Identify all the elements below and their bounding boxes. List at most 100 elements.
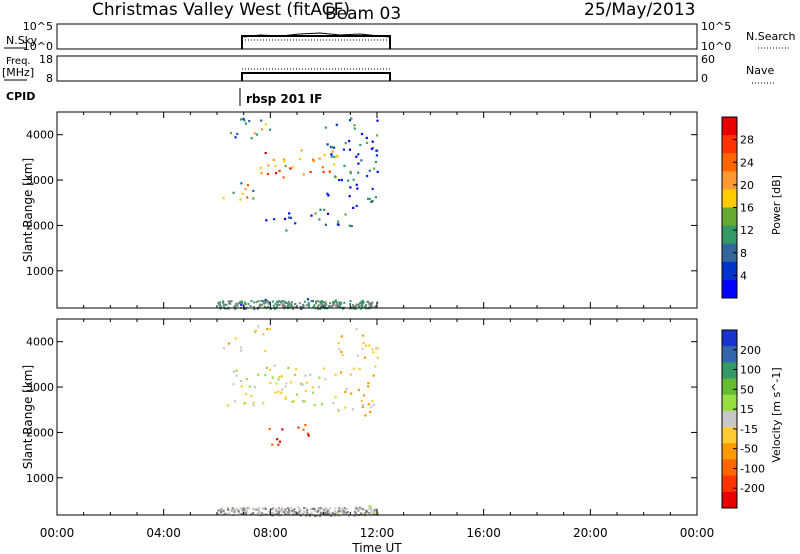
data-cell xyxy=(334,373,337,377)
data-cell xyxy=(269,128,272,131)
data-cell xyxy=(321,304,324,307)
data-cell xyxy=(254,330,257,334)
data-cell xyxy=(222,301,224,304)
data-cell xyxy=(305,507,308,510)
data-cell xyxy=(275,172,278,175)
colorbar-swatch xyxy=(722,117,737,136)
data-cell xyxy=(369,302,371,305)
data-cell xyxy=(364,344,367,347)
data-cell xyxy=(308,303,311,306)
data-cell xyxy=(315,302,318,305)
data-cell xyxy=(370,507,373,510)
data-cell xyxy=(222,304,225,307)
colorbar-swatch xyxy=(722,394,737,412)
data-cell xyxy=(351,408,355,411)
data-cell xyxy=(358,304,361,307)
freq-tick-bottom: 8 xyxy=(46,72,53,85)
data-cell xyxy=(285,510,288,513)
data-cell xyxy=(295,306,298,309)
data-cell xyxy=(344,213,347,216)
data-cell xyxy=(319,514,321,517)
data-cell xyxy=(265,366,268,369)
data-cell xyxy=(287,304,290,307)
data-cell xyxy=(297,426,300,429)
data-cell xyxy=(252,512,255,514)
data-cell xyxy=(335,301,338,304)
data-cell xyxy=(304,374,307,377)
data-cell xyxy=(283,300,286,303)
data-cell xyxy=(343,164,346,167)
data-cell xyxy=(372,374,375,377)
data-cell xyxy=(374,160,377,164)
data-cell xyxy=(252,401,255,404)
data-cell xyxy=(350,117,353,120)
data-cell xyxy=(345,388,348,391)
data-cell xyxy=(323,208,326,211)
data-cell xyxy=(257,325,260,328)
data-cell xyxy=(374,365,377,368)
data-cell xyxy=(365,304,368,306)
y-tick-label: 1000 xyxy=(26,472,54,485)
data-cell xyxy=(289,302,292,305)
colorbar-swatch xyxy=(722,427,737,444)
data-cell xyxy=(356,187,359,190)
data-cell xyxy=(272,158,275,161)
data-cell xyxy=(329,507,332,510)
data-cell xyxy=(337,408,340,411)
freq-panel: Freq. [MHz] 18 8 60 0 Nave xyxy=(2,53,775,85)
colorbar-swatch xyxy=(722,261,737,281)
data-cell xyxy=(294,368,298,371)
data-cell xyxy=(277,512,280,515)
data-cell xyxy=(368,344,371,347)
data-cell xyxy=(260,303,263,306)
data-cell xyxy=(335,511,338,514)
data-cell xyxy=(248,385,251,388)
data-cell xyxy=(353,305,356,308)
data-cell xyxy=(317,507,320,510)
data-cell xyxy=(242,507,245,510)
data-cell xyxy=(357,303,360,306)
data-cell xyxy=(291,301,293,304)
data-cell xyxy=(289,381,292,384)
data-cell xyxy=(333,155,336,158)
data-cell xyxy=(366,175,369,178)
data-cell xyxy=(270,508,273,511)
data-cell xyxy=(297,506,300,509)
data-cell xyxy=(247,302,250,305)
x-tick-label: 08:00 xyxy=(253,526,288,540)
data-cell xyxy=(253,308,256,310)
data-cell xyxy=(332,302,335,305)
data-cell xyxy=(244,303,247,306)
data-cell xyxy=(370,508,372,511)
data-cell xyxy=(277,443,280,446)
data-cell xyxy=(337,410,340,413)
data-cell xyxy=(269,307,272,310)
data-cell xyxy=(287,366,290,369)
data-cell xyxy=(278,300,281,302)
data-cell xyxy=(240,508,243,510)
data-cell xyxy=(250,513,253,516)
data-cell xyxy=(312,160,316,163)
colorbar-swatch xyxy=(722,330,737,347)
data-cell xyxy=(359,507,362,510)
data-cell xyxy=(375,347,378,350)
data-cell xyxy=(370,303,373,306)
data-cell xyxy=(246,510,249,513)
data-cell xyxy=(260,128,264,131)
data-cell xyxy=(330,514,332,517)
data-cell xyxy=(337,511,340,514)
data-cell xyxy=(348,224,351,227)
data-cell xyxy=(236,507,239,510)
data-cell xyxy=(244,122,248,125)
data-cell xyxy=(287,507,289,510)
data-cell xyxy=(276,305,278,308)
data-cell xyxy=(249,305,252,307)
data-cell xyxy=(312,507,315,510)
data-cell xyxy=(322,170,325,174)
data-cell xyxy=(371,348,374,351)
data-cell xyxy=(344,390,347,393)
colorbar-label: 16 xyxy=(740,202,754,215)
colorbar-label: 15 xyxy=(740,403,754,416)
data-cell xyxy=(333,163,336,166)
data-cell xyxy=(271,508,274,511)
